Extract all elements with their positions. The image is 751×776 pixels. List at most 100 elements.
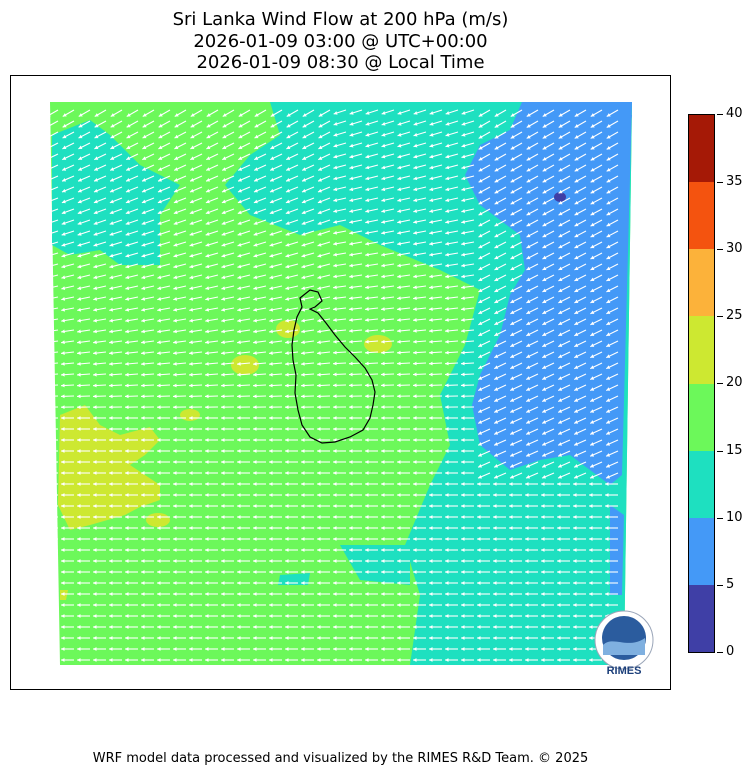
wind-vector-head xyxy=(413,339,417,344)
wind-vector-head xyxy=(93,658,97,662)
wind-vector-head xyxy=(381,187,386,192)
wind-vector-head xyxy=(221,242,226,247)
wind-vector-head xyxy=(525,570,529,574)
wind-vector-head xyxy=(557,570,561,574)
wind-vector-head xyxy=(349,220,354,224)
wind-vector-head xyxy=(221,526,225,530)
wind-vector-head xyxy=(237,405,241,410)
wind-vector-head xyxy=(125,253,130,258)
wind-vector-head xyxy=(189,416,193,420)
wind-vector-head xyxy=(542,288,547,292)
wind-vector-head xyxy=(221,548,225,552)
wind-vector-head xyxy=(541,592,545,596)
wind-vector-head xyxy=(157,307,162,312)
wind-vector-head xyxy=(333,318,337,322)
wind-vector-head xyxy=(445,515,449,519)
wind-vector-head xyxy=(542,211,547,216)
wind-vector-head xyxy=(221,515,225,519)
wind-vector-head xyxy=(125,188,130,193)
wind-vector-head xyxy=(93,264,98,269)
wind-vector-head xyxy=(590,266,595,271)
wind-vector-head xyxy=(205,188,210,193)
wind-vector-head xyxy=(477,592,481,596)
wind-vector-head xyxy=(317,351,321,355)
wind-vector-head xyxy=(173,242,178,247)
wind-vector-head xyxy=(317,515,321,519)
wind-vector-head xyxy=(141,340,145,345)
wind-vector-head xyxy=(365,570,369,574)
wind-vector-head xyxy=(333,252,337,257)
wind-vector-head xyxy=(253,515,257,519)
wind-vector-head xyxy=(269,307,274,312)
wind-vector-head xyxy=(206,113,211,117)
wind-vector-head xyxy=(557,603,561,607)
wind-vector-head xyxy=(206,145,211,149)
wind-vector-head xyxy=(301,253,306,258)
wind-vector-head xyxy=(429,548,433,552)
wind-vector-head xyxy=(93,548,97,552)
wind-vector-head xyxy=(301,592,305,596)
wind-vector-head xyxy=(493,570,497,574)
wind-vector-head xyxy=(157,210,162,215)
wind-vector-head xyxy=(141,438,145,442)
wind-vector-head xyxy=(510,211,515,216)
wind-vector-head xyxy=(109,526,113,530)
wind-vector-head xyxy=(461,515,465,519)
wind-vector-head xyxy=(525,537,529,541)
wind-vector-head xyxy=(574,200,579,205)
wind-vector-head xyxy=(397,296,401,301)
wind-vector-head xyxy=(429,274,433,279)
wind-vector-head xyxy=(413,449,417,453)
wind-vector-head xyxy=(606,453,611,457)
wind-vector-head xyxy=(77,199,82,204)
wind-vector-head xyxy=(205,372,209,377)
wind-vector-head xyxy=(254,113,259,117)
wind-vector-head xyxy=(285,526,289,530)
wind-vector-head xyxy=(445,121,450,126)
wind-vector-head xyxy=(606,343,611,347)
wind-vector-head xyxy=(461,176,466,181)
wind-vector-head xyxy=(558,376,563,380)
wind-vector-head xyxy=(381,603,385,607)
wind-vector-head xyxy=(558,167,563,172)
wind-vector-head xyxy=(157,504,161,508)
wind-vector-head xyxy=(141,482,145,486)
wind-vector-head xyxy=(429,515,433,519)
wind-vector-head xyxy=(494,409,499,413)
wind-vector-head xyxy=(237,603,241,607)
wind-vector-head xyxy=(285,297,290,301)
wind-vector-head xyxy=(542,420,547,424)
wind-vector-head xyxy=(589,482,593,486)
wind-vector-head xyxy=(141,188,146,193)
wind-field-10-15-south xyxy=(340,545,410,585)
wind-vector-head xyxy=(429,198,434,202)
wind-vector-head xyxy=(477,647,481,651)
wind-vector-head xyxy=(429,296,433,301)
wind-vector-head xyxy=(173,504,177,508)
wind-vector-head xyxy=(285,537,289,541)
wind-vector-head xyxy=(397,493,401,497)
wind-vector-head xyxy=(413,482,417,486)
wind-vector-head xyxy=(429,471,433,475)
wind-vector-head xyxy=(205,210,210,215)
wind-vector-head xyxy=(349,570,353,574)
wind-vector-head xyxy=(301,264,306,269)
wind-vector-head xyxy=(413,143,418,148)
wind-vector-head xyxy=(590,332,595,336)
wind-vector-head xyxy=(301,210,306,215)
wind-vector-head xyxy=(397,394,401,399)
wind-vector-head xyxy=(221,504,225,508)
wind-vector-head xyxy=(445,383,449,388)
wind-vector-head xyxy=(237,275,242,280)
wind-vector-head xyxy=(238,113,243,117)
wind-vector-head xyxy=(397,328,401,333)
wind-vector-head xyxy=(445,647,449,651)
wind-vector-head xyxy=(526,113,531,117)
wind-vector-head xyxy=(494,277,499,282)
wind-vector-head xyxy=(45,416,49,420)
wind-vector-head xyxy=(317,383,321,388)
wind-vector-head xyxy=(349,187,354,192)
wind-vector-head xyxy=(126,134,131,139)
wind-vector-head xyxy=(61,416,65,420)
colorbar-tick xyxy=(717,518,723,519)
